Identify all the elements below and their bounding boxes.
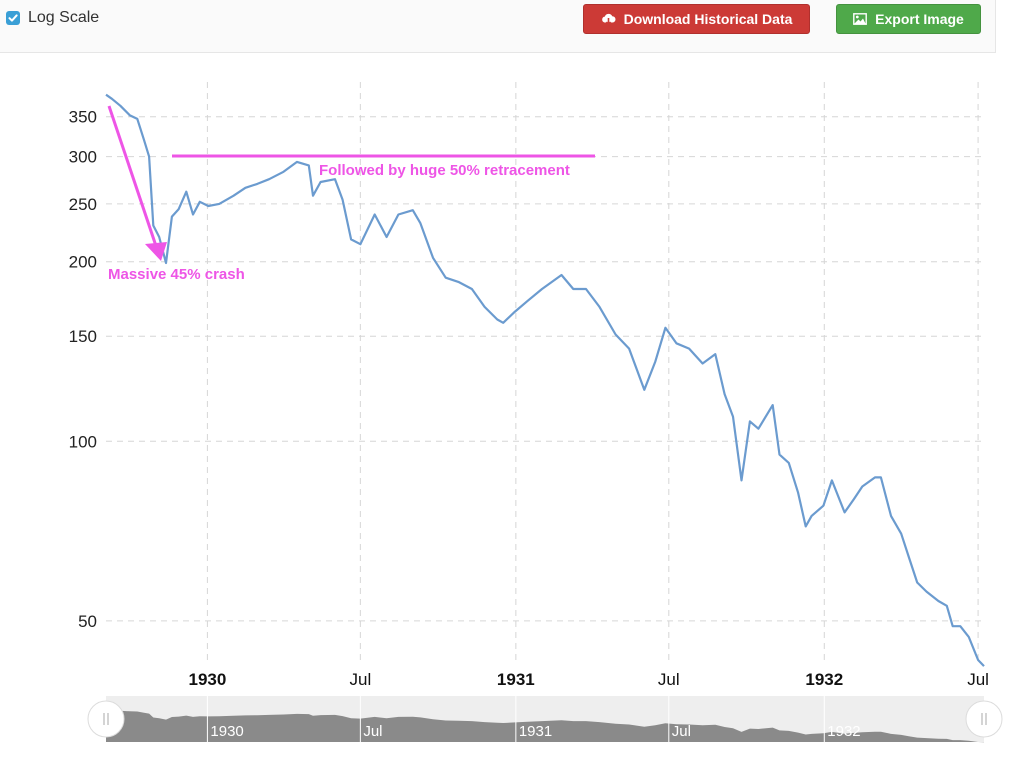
navigator-handle-right[interactable] [965, 700, 1003, 738]
log-scale-label: Log Scale [28, 9, 100, 26]
retracement-label: Followed by huge 50% retracement [319, 162, 570, 179]
export-image-button[interactable]: Export Image [836, 4, 981, 34]
x-tick-label: Jul [967, 670, 989, 689]
y-tick-label: 50 [78, 612, 97, 631]
y-tick-label: 350 [69, 108, 97, 127]
y-tick-label: 300 [69, 148, 97, 167]
grid [106, 82, 984, 662]
navigator[interactable]: 1930 Jul 1931 Jul 1932 [87, 696, 1003, 743]
y-axis-labels: 50 100 150 200 250 300 350 [69, 108, 97, 631]
crash-label: Massive 45% crash [108, 266, 245, 283]
x-axis-labels: 1930 Jul 1931 Jul 1932 Jul [188, 670, 988, 689]
navigator-labels: 1930 Jul 1931 Jul 1932 [206, 696, 861, 742]
navigator-label: Jul [672, 723, 691, 740]
navigator-label: 1930 [210, 723, 243, 740]
x-tick-label: 1932 [805, 670, 843, 689]
navigator-label: 1932 [827, 723, 860, 740]
image-icon [853, 13, 868, 25]
download-label: Download Historical Data [623, 11, 793, 27]
annotations: Followed by huge 50% retracement Massive… [107, 105, 595, 283]
crash-arrow [107, 105, 158, 247]
y-tick-label: 100 [69, 432, 97, 451]
x-tick-label: 1930 [188, 670, 226, 689]
x-tick-label: 1931 [497, 670, 535, 689]
toolbar: Log Scale Download Historical Data Expor… [0, 0, 996, 53]
y-tick-label: 150 [69, 327, 97, 346]
cloud-download-icon [601, 13, 616, 26]
navigator-handle-left[interactable] [87, 700, 125, 738]
series-line [105, 93, 985, 667]
navigator-label: 1931 [519, 723, 552, 740]
navigator-label: Jul [363, 723, 382, 740]
x-tick-label: Jul [658, 670, 680, 689]
download-historical-data-button[interactable]: Download Historical Data [583, 4, 810, 34]
x-tick-label: Jul [349, 670, 371, 689]
crash-arrow-head [145, 242, 167, 261]
checkbox-icon[interactable] [6, 11, 20, 25]
y-tick-label: 250 [69, 195, 97, 214]
navigator-area [106, 710, 984, 743]
export-label: Export Image [875, 11, 964, 27]
y-tick-label: 200 [69, 253, 97, 272]
log-scale-toggle[interactable]: Log Scale [6, 9, 99, 27]
